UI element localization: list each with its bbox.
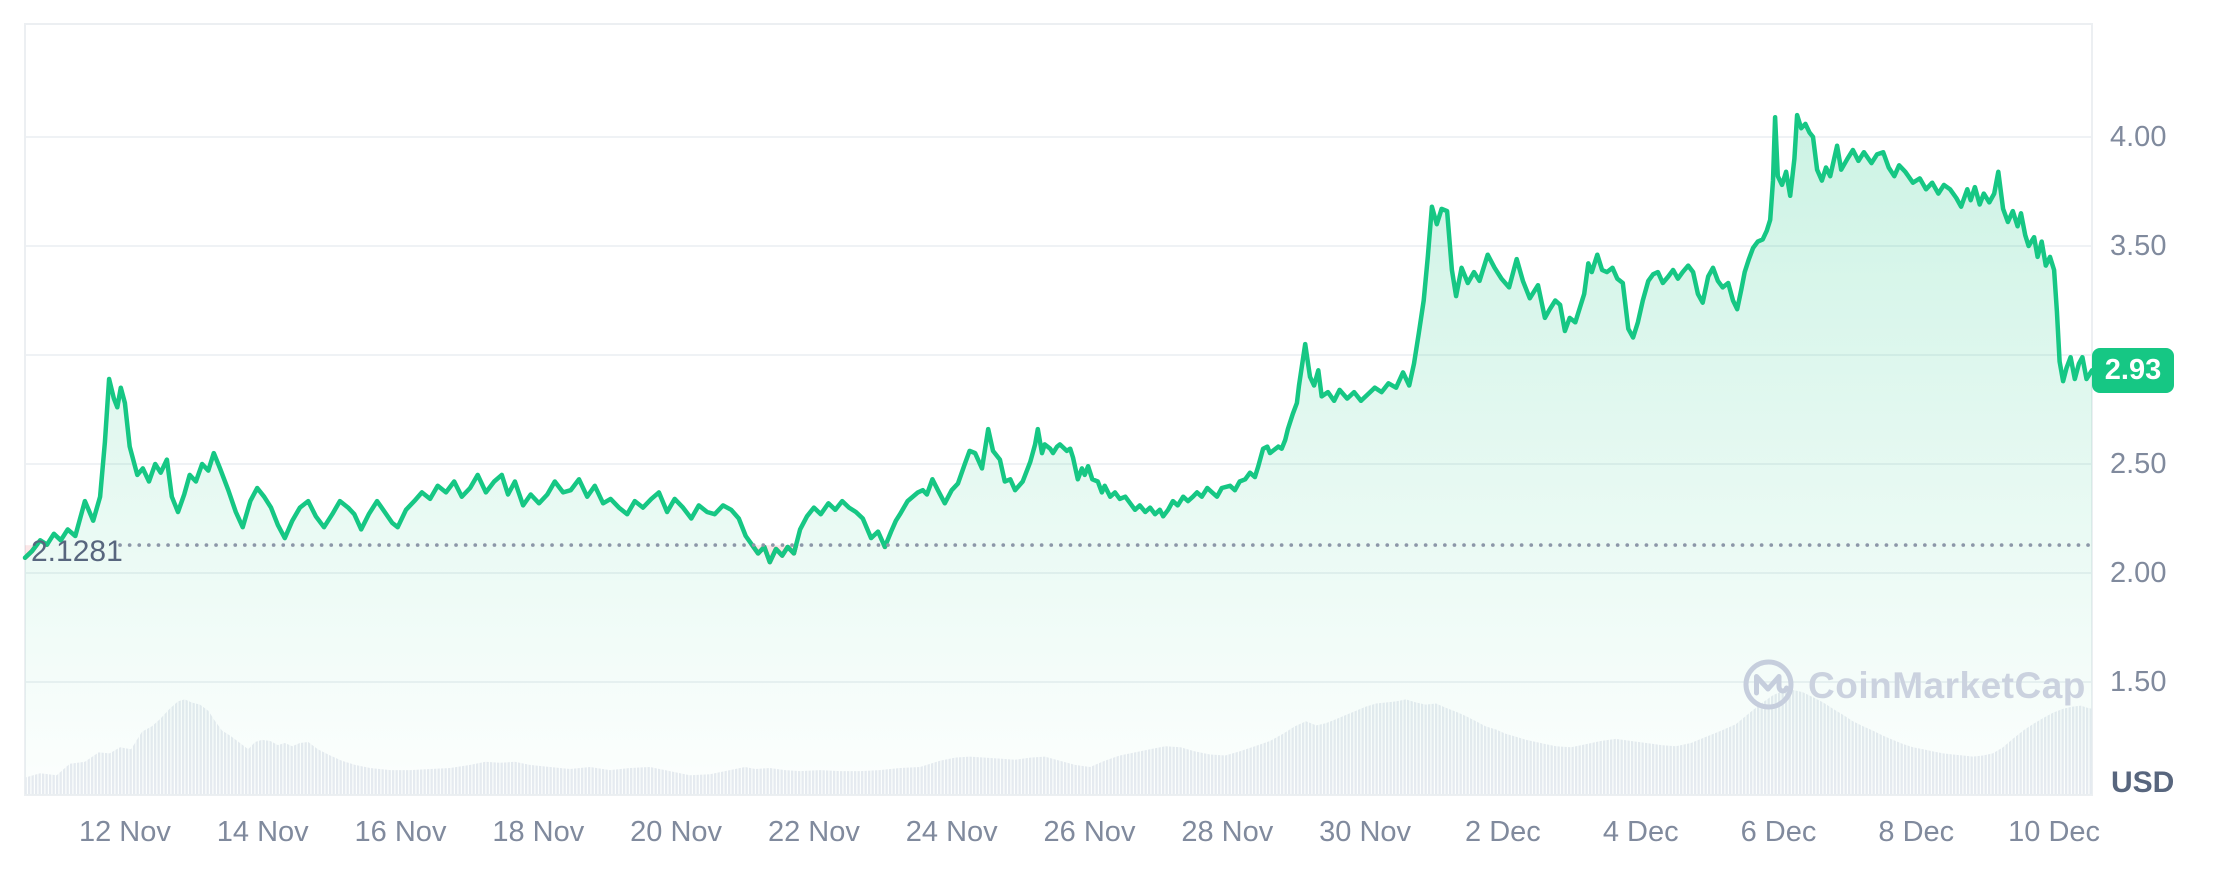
x-tick-4-Dec: 4 Dec [1602, 816, 1679, 848]
x-tick-28-Nov: 28 Nov [1181, 816, 1274, 848]
x-tick-18-Nov: 18 Nov [492, 816, 585, 848]
x-tick-20-Nov: 20 Nov [630, 816, 723, 848]
x-tick-24-Nov: 24 Nov [905, 816, 998, 848]
current-price-value: 2.93 [2104, 353, 2162, 386]
x-tick-2-Dec: 2 Dec [1465, 816, 1541, 848]
x-tick-12-Nov: 12 Nov [78, 816, 171, 848]
x-tick-22-Nov: 22 Nov [767, 816, 860, 848]
y-tick-2.00: 2.00 [2110, 557, 2167, 590]
x-tick-14-Nov: 14 Nov [216, 816, 309, 848]
x-tick-6-Dec: 6 Dec [1740, 816, 1817, 848]
x-tick-8-Dec: 8 Dec [1878, 816, 1955, 848]
current-price-badge: 2.93 [2092, 347, 2174, 393]
y-tick-4.00: 4.00 [2110, 120, 2167, 153]
price-area-fill [25, 115, 2092, 796]
currency-label: USD [2111, 766, 2175, 799]
y-tick-1.50: 1.50 [2110, 666, 2167, 699]
x-tick-30-Nov: 30 Nov [1319, 816, 1412, 848]
baseline-price-label: 2.1281 [31, 535, 123, 569]
y-tick-2.50: 2.50 [2110, 448, 2167, 480]
x-tick-26-Nov: 26 Nov [1043, 816, 1136, 848]
x-tick-10-Dec: 10 Dec [2008, 816, 2101, 848]
price-line [22, 112, 2095, 565]
x-tick-16-Nov: 16 Nov [354, 816, 447, 848]
y-tick-3.50: 3.50 [2110, 229, 2167, 262]
